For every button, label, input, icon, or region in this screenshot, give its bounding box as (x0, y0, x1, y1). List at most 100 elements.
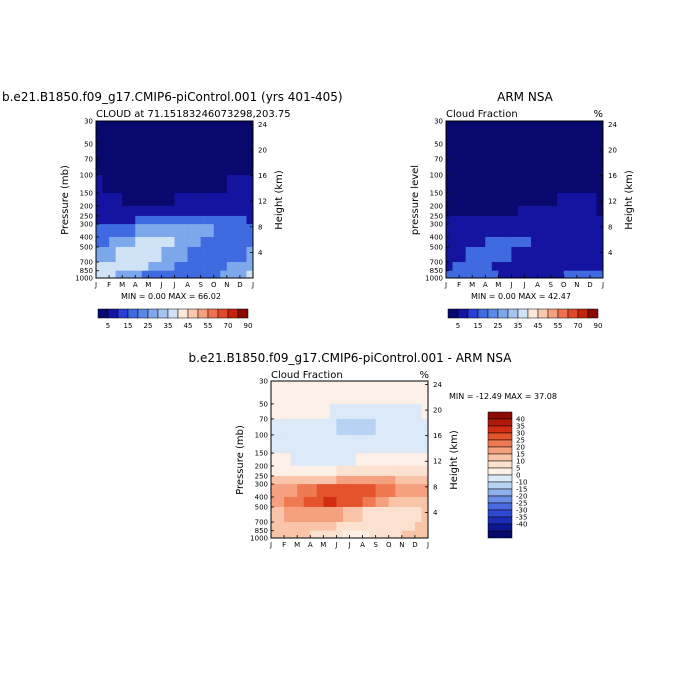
diff-xtick-label: A (308, 541, 313, 549)
obs-cell (583, 143, 591, 160)
obs-cell (537, 174, 545, 194)
obs-cell (504, 270, 512, 279)
diff-colorbar-swatch (487, 474, 513, 483)
diff-ytick-label: 100 (255, 431, 268, 439)
model-cell (102, 262, 110, 272)
diff-cell (421, 530, 429, 539)
diff-cell (369, 418, 376, 436)
diff-cell (271, 418, 278, 436)
model-y2tick-label: 12 (258, 198, 267, 206)
diff-ytick-label: 250 (255, 472, 268, 480)
diff-cell (303, 381, 311, 405)
diff-cell (388, 475, 396, 485)
diff-colorbar-swatch (487, 516, 513, 525)
diff-cell (356, 418, 363, 436)
diff-cell (323, 403, 331, 420)
model-cell (102, 174, 110, 194)
model-cell (200, 236, 208, 248)
model-cell (122, 246, 130, 263)
diff-cell (421, 403, 429, 420)
model-cell (187, 205, 195, 217)
obs-xtick-label: J (509, 281, 512, 289)
model-colorbar-label: 15 (124, 322, 133, 330)
obs-cell (504, 174, 512, 194)
diff-cell (369, 403, 376, 420)
model-cell (115, 193, 123, 207)
model-cell (167, 236, 175, 248)
obs-cell (583, 174, 591, 194)
obs-cell (589, 121, 597, 145)
diff-cell (329, 434, 337, 454)
obs-cell (550, 121, 558, 145)
diff-cell (342, 506, 350, 523)
obs-cell (459, 158, 466, 176)
obs-cell (583, 262, 591, 272)
model-cell (187, 121, 195, 145)
diff-cell (323, 434, 331, 454)
model-colorbar-label: 55 (204, 322, 213, 330)
diff-cell (284, 418, 291, 436)
obs-cell (511, 270, 519, 279)
diff-cell (349, 506, 357, 523)
model-cell (115, 121, 123, 145)
model-cell (128, 246, 136, 263)
model-cell (141, 236, 149, 248)
obs-cell (550, 143, 558, 160)
model-cell (246, 236, 254, 248)
obs-cell (576, 174, 584, 194)
diff-cell (271, 403, 278, 420)
model-y2tick-label: 16 (258, 172, 267, 180)
obs-cell (485, 215, 493, 225)
obs-cell (498, 262, 506, 272)
obs-ytick-label: 200 (430, 202, 443, 210)
diff-cell (408, 465, 416, 477)
model-cell (226, 236, 234, 248)
diff-cell (414, 381, 422, 405)
model-cell (194, 224, 201, 238)
obs-cell (504, 262, 512, 272)
diff-ytick-label: 70 (259, 415, 268, 423)
diff-ytick-label: 30 (259, 378, 268, 386)
model-cell (226, 215, 234, 225)
obs-cell (524, 205, 532, 217)
model-cell (213, 215, 221, 225)
obs-cell (576, 236, 584, 248)
obs-cell (485, 143, 493, 160)
diff-cell (271, 381, 278, 405)
diff-cell (382, 403, 390, 420)
model-cell (148, 121, 156, 145)
model-cell (135, 174, 143, 194)
model-cell (220, 193, 228, 207)
diff-cell (408, 484, 416, 498)
model-cell (135, 270, 143, 279)
model-cell (181, 193, 188, 207)
obs-cell (511, 143, 519, 160)
obs-cell (557, 121, 565, 145)
model-cell (135, 215, 143, 225)
obs-y2tick-label: 24 (608, 121, 617, 129)
obs-cell (596, 270, 604, 279)
diff-cell (271, 434, 278, 454)
obs-cell (472, 270, 480, 279)
model-cell (135, 262, 143, 272)
obs-colorbar-label: 70 (574, 322, 583, 330)
diff-cell (349, 530, 357, 539)
model-cell (220, 143, 228, 160)
model-cell (187, 236, 195, 248)
diff-cell (316, 522, 324, 532)
model-colorbar-swatch (137, 308, 149, 319)
diff-cell (401, 475, 409, 485)
obs-cell (596, 121, 604, 145)
model-cell (181, 174, 188, 194)
obs-cell (511, 121, 519, 145)
diff-cell (349, 475, 357, 485)
diff-cell (401, 403, 409, 420)
obs-cell (557, 246, 565, 263)
model-cell (246, 205, 254, 217)
obs-xtick-label: J (444, 281, 447, 289)
model-cell (167, 246, 175, 263)
diff-cell (362, 530, 370, 539)
diff-cell (382, 484, 390, 498)
diff-cell (342, 475, 350, 485)
diff-cell (356, 522, 363, 532)
